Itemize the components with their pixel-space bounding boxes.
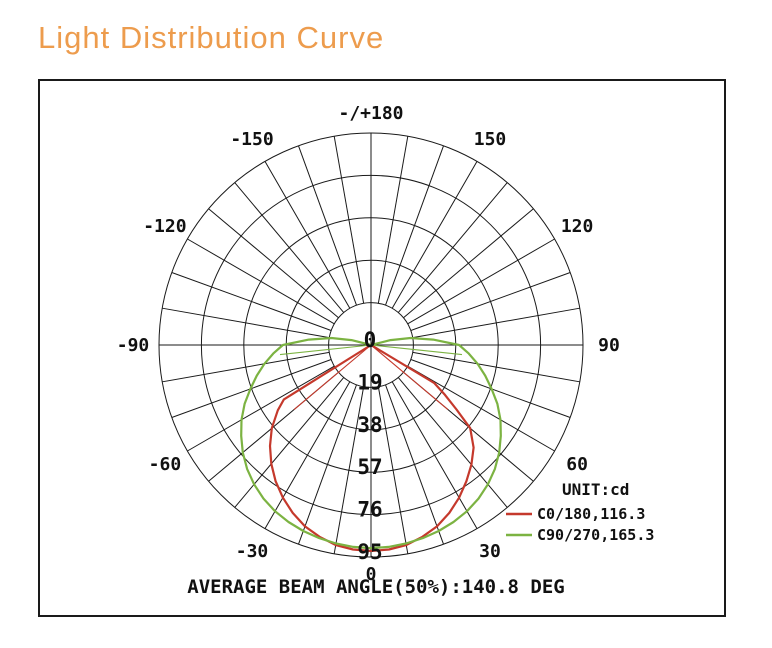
angle-label: 120	[561, 216, 594, 237]
curve-c90-270	[240, 336, 502, 550]
angle-label: -90	[117, 335, 150, 356]
grid-spoke	[412, 351, 580, 383]
legend-label: C0/180,116.3	[537, 505, 645, 523]
legend: UNIT:cd C0/180,116.3 C90/270,165.3	[506, 480, 654, 544]
radial-tick-label: 38	[357, 413, 382, 437]
grid-spoke	[264, 161, 351, 309]
grid-spoke	[391, 161, 478, 309]
curve-path	[240, 336, 502, 550]
grid-spoke	[171, 272, 332, 331]
grid-spoke	[298, 384, 357, 545]
polar-grid	[158, 132, 584, 558]
grid-spoke	[397, 377, 508, 508]
light-distribution-polar-chart: -/+180 150 120 90 60 30 0 -30 -60 -90 -120 -150 0 19 3…	[117, 103, 655, 598]
grid-spoke	[407, 365, 555, 452]
grid-spoke	[208, 208, 339, 319]
curve-inner-ray	[293, 344, 372, 410]
grid-spoke	[187, 365, 335, 452]
radial-tick-label: 95	[357, 540, 382, 564]
radial-tick-label: 76	[357, 498, 382, 522]
radial-tick-label: 0	[364, 328, 377, 352]
curve-inner-ray	[370, 344, 463, 356]
beam-angle-note: AVERAGE BEAM ANGLE(50%):140.8 DEG	[187, 576, 565, 598]
grid-spoke	[333, 136, 365, 304]
curve-path	[268, 343, 475, 553]
grid-spoke	[298, 145, 357, 306]
angle-label: -60	[149, 454, 182, 475]
radial-tick-label: 19	[357, 370, 382, 394]
chart-frame: -/+180 150 120 90 60 30 0 -30 -60 -90 -120 -150 0 19 3…	[38, 79, 726, 617]
grid-spoke	[234, 377, 345, 508]
grid-spoke	[403, 208, 534, 319]
angle-label: -120	[143, 216, 186, 237]
grid-spoke	[333, 386, 365, 554]
grid-spoke	[410, 272, 571, 331]
curve-inner-ray	[279, 344, 372, 356]
angle-label: -/+180	[338, 103, 403, 124]
angle-labels: -/+180 150 120 90 60 30 0 -30 -60 -90 -120 -150	[117, 103, 620, 585]
angle-label: 60	[566, 454, 588, 475]
grid-spoke	[407, 238, 555, 325]
grid-spoke	[162, 307, 330, 339]
legend-unit-label: UNIT:cd	[562, 480, 629, 499]
grid-spoke	[385, 145, 444, 306]
grid-spoke	[187, 238, 335, 325]
angle-label: 0	[366, 564, 377, 585]
grid-spoke	[391, 381, 478, 529]
curve-c0-180	[268, 343, 475, 553]
curve-inner-ray	[370, 344, 449, 410]
page-title: Light Distribution Curve	[38, 20, 385, 55]
angle-label: 90	[598, 335, 620, 356]
angle-label: -30	[236, 541, 269, 562]
radial-tick-labels: 0 19 38 57 76 95	[357, 328, 382, 564]
grid-spoke	[264, 381, 351, 529]
grid-spoke	[385, 384, 444, 545]
grid-spoke	[377, 136, 409, 304]
angle-label: 30	[479, 541, 501, 562]
radial-tick-label: 57	[357, 455, 382, 479]
grid-spoke	[377, 386, 409, 554]
legend-label: C90/270,165.3	[537, 526, 654, 544]
grid-spoke	[162, 351, 330, 383]
grid-spoke	[234, 182, 345, 313]
grid-spoke	[412, 307, 580, 339]
angle-label: 150	[474, 129, 507, 150]
grid-spoke	[397, 182, 508, 313]
angle-label: -150	[230, 129, 273, 150]
